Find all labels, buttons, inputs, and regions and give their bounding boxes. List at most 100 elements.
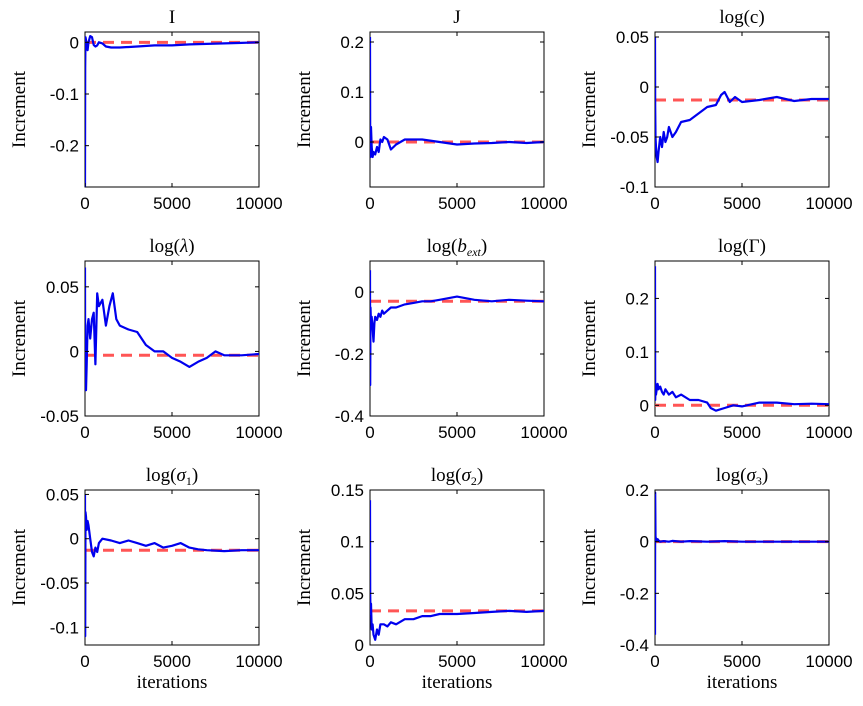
y-tick-label: 0.05 bbox=[616, 28, 649, 47]
plot-frame bbox=[84, 260, 260, 417]
x-tick-label: 10000 bbox=[235, 423, 282, 442]
subplot-9: 0 5000 10000 -0.4 -0.2 0 0.2 log(σ3) Increment it… bbox=[579, 465, 853, 693]
y-tick-label: -0.05 bbox=[40, 407, 79, 426]
y-tick-label: 0 bbox=[355, 283, 364, 302]
y-tick-label: -0.1 bbox=[50, 85, 79, 104]
x-tick-label: 5000 bbox=[438, 423, 476, 442]
y-tick-label: 0 bbox=[640, 533, 649, 552]
y-tick-label: 0.05 bbox=[331, 584, 364, 603]
y-tick-label: -0.1 bbox=[620, 178, 649, 197]
subplot-8: 0 5000 10000 0 0.05 0.1 0.15 log(σ2) Increment it… bbox=[294, 465, 568, 693]
plot-frame bbox=[369, 260, 545, 417]
x-tick-label: 10000 bbox=[520, 194, 567, 213]
subplot-title: log(λ) bbox=[149, 236, 194, 257]
x-tick-label: 5000 bbox=[153, 652, 191, 671]
x-tick-label: 5000 bbox=[153, 423, 191, 442]
plot-frame bbox=[84, 489, 260, 646]
subplot-5: 0 5000 10000 -0.4 -0.2 0 log(bext) Increment bbox=[294, 236, 568, 442]
subplot-title: log(c) bbox=[719, 7, 764, 28]
y-axis-label: Increment bbox=[9, 70, 30, 148]
plot-frame bbox=[369, 489, 545, 646]
subplot-title: J bbox=[453, 7, 460, 28]
x-tick-label: 5000 bbox=[723, 194, 761, 213]
y-axis-label: Increment bbox=[579, 299, 600, 377]
plot-frame bbox=[369, 31, 545, 188]
y-tick-label: -0.4 bbox=[335, 407, 364, 426]
plot-frame bbox=[654, 489, 830, 646]
y-axis-label: Increment bbox=[579, 528, 600, 606]
plot-frame bbox=[654, 260, 830, 417]
y-tick-label: 0.2 bbox=[625, 289, 649, 308]
subplot-title: log(σ2) bbox=[431, 465, 483, 488]
trace-line bbox=[370, 270, 544, 387]
y-tick-label: 0.1 bbox=[340, 83, 364, 102]
trace-line bbox=[370, 36, 544, 159]
y-tick-label: 0.05 bbox=[46, 485, 79, 504]
x-tick-label: 5000 bbox=[723, 652, 761, 671]
subplot-title: log(Γ) bbox=[718, 236, 766, 257]
x-axis-label: iterations bbox=[137, 672, 208, 693]
x-tick-label: 0 bbox=[80, 423, 89, 442]
y-tick-label: 0.2 bbox=[625, 481, 649, 500]
x-tick-label: 0 bbox=[365, 652, 374, 671]
y-tick-label: 0 bbox=[355, 133, 364, 152]
y-tick-label: -0.05 bbox=[610, 128, 649, 147]
trace-line bbox=[85, 267, 259, 392]
x-tick-label: 5000 bbox=[438, 652, 476, 671]
subplot-title: I bbox=[169, 7, 175, 28]
y-tick-label: 0.2 bbox=[340, 33, 364, 52]
subplot-title: log(σ3) bbox=[716, 465, 768, 488]
y-axis-label: Increment bbox=[579, 70, 600, 148]
y-tick-label: -0.1 bbox=[50, 618, 79, 637]
y-axis-label: Increment bbox=[9, 299, 30, 377]
trace-line bbox=[655, 266, 829, 412]
x-tick-label: 0 bbox=[365, 194, 374, 213]
x-tick-label: 10000 bbox=[805, 194, 852, 213]
x-tick-label: 5000 bbox=[723, 423, 761, 442]
x-axis-label: iterations bbox=[707, 672, 778, 693]
y-axis-label: Increment bbox=[9, 528, 30, 606]
trace-line bbox=[370, 500, 544, 641]
y-tick-label: 0.15 bbox=[331, 481, 364, 500]
subplot-title: log(bext) bbox=[427, 236, 487, 259]
plot-frame bbox=[654, 31, 830, 188]
y-tick-label: -0.2 bbox=[50, 137, 79, 156]
x-tick-label: 5000 bbox=[153, 194, 191, 213]
subplot-3: 0 5000 10000 -0.1 -0.05 0 0.05 log(c) Increment bbox=[579, 7, 853, 213]
y-tick-label: 0 bbox=[70, 530, 79, 549]
x-tick-label: 0 bbox=[650, 194, 659, 213]
x-tick-label: 10000 bbox=[235, 194, 282, 213]
y-tick-label: -0.4 bbox=[620, 636, 649, 655]
y-tick-label: -0.05 bbox=[40, 574, 79, 593]
y-tick-label: 0 bbox=[355, 636, 364, 655]
y-tick-label: -0.2 bbox=[620, 584, 649, 603]
y-tick-label: 0 bbox=[640, 78, 649, 97]
trace-line bbox=[85, 494, 259, 638]
trace-line bbox=[655, 36, 829, 164]
subplot-title: log(σ1) bbox=[146, 465, 198, 488]
y-axis-label: Increment bbox=[294, 528, 315, 606]
y-tick-label: 0.1 bbox=[625, 343, 649, 362]
x-tick-label: 0 bbox=[365, 423, 374, 442]
trace-line bbox=[85, 34, 259, 187]
x-tick-label: 10000 bbox=[520, 652, 567, 671]
plot-frame bbox=[84, 31, 260, 188]
x-tick-label: 5000 bbox=[438, 194, 476, 213]
subplot-6: 0 5000 10000 0 0.1 0.2 log(Γ) Increment bbox=[579, 236, 853, 442]
x-tick-label: 0 bbox=[650, 652, 659, 671]
x-axis-label: iterations bbox=[422, 672, 493, 693]
x-tick-label: 0 bbox=[650, 423, 659, 442]
x-tick-label: 10000 bbox=[520, 423, 567, 442]
subplot-7: 0 5000 10000 -0.1 -0.05 0 0.05 log(σ1) Increment… bbox=[9, 465, 283, 693]
y-tick-label: 0.05 bbox=[46, 278, 79, 297]
y-tick-label: 0 bbox=[70, 342, 79, 361]
y-tick-label: -0.2 bbox=[335, 345, 364, 364]
x-tick-label: 10000 bbox=[235, 652, 282, 671]
y-tick-label: 0 bbox=[640, 396, 649, 415]
subplot-2: 0 5000 10000 0 0.1 0.2 J Increment bbox=[294, 7, 568, 213]
x-tick-label: 0 bbox=[80, 652, 89, 671]
y-axis-label: Increment bbox=[294, 70, 315, 148]
y-axis-label: Increment bbox=[294, 299, 315, 377]
